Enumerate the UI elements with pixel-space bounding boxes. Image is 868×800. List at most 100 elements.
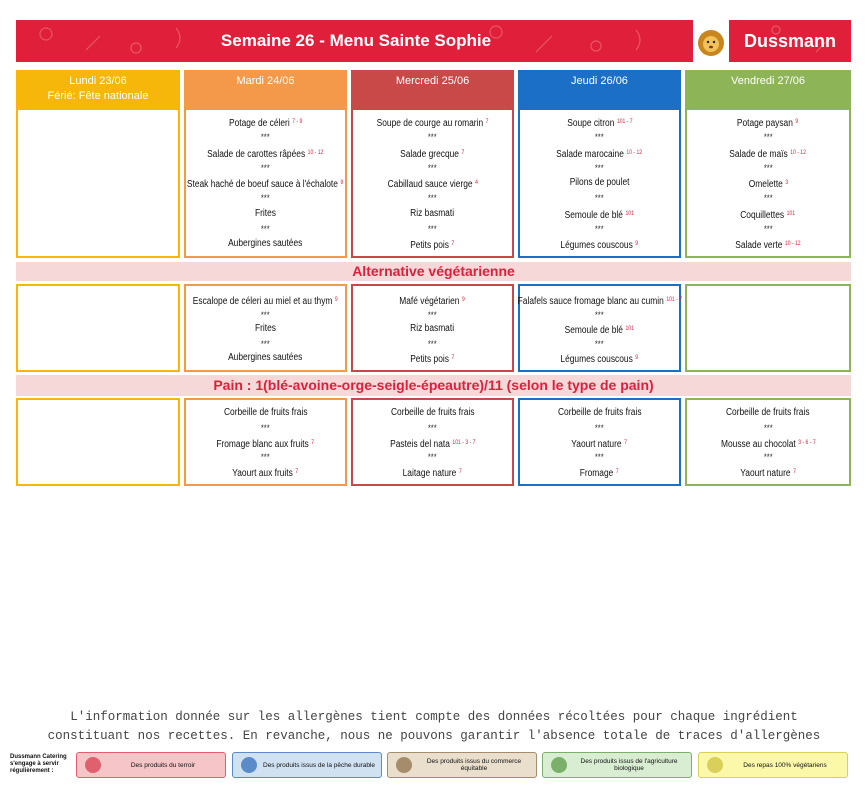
lion-logo (698, 30, 724, 56)
menu-item: Pasteis del nata 101 - 3 - 7 (353, 437, 512, 450)
legend-label: Des repas 100% végétariens (698, 752, 848, 778)
menu-cell: Potage de céleri 7 - 9 *** Salade de carott… (184, 108, 347, 258)
item-name: Omelette (748, 179, 783, 190)
menu-item: Mousse au chocolat 3 - 6 - 7 (687, 437, 849, 450)
separator: *** (186, 131, 345, 143)
brand: Dussmann (743, 31, 837, 51)
item-name: Salade grecque (400, 148, 460, 160)
item-name: Soupe de courge au romarin (376, 118, 484, 129)
menu-item: Corbeille de fruits frais (353, 407, 512, 419)
item-wrap: Salade verte 10 - 12 (735, 238, 801, 251)
allergen-codes: 7 (451, 355, 455, 361)
allergen-codes: 10 - 12 (784, 241, 801, 247)
allergen-codes: 101 (625, 210, 635, 217)
item-name: Corbeille de fruits frais (557, 407, 642, 418)
menu-cell: Soupe de courge au romarin 7 *** Salade gre… (351, 108, 514, 258)
item-wrap: Corbeille de fruits frais (391, 407, 475, 419)
item-name: Salade de maïs (729, 148, 789, 160)
separator-text: *** (261, 452, 270, 463)
banner-pattern (39, 25, 831, 54)
separator-text: *** (595, 162, 604, 173)
item-wrap: Pasteis del nata 101 - 3 - 7 (390, 437, 475, 450)
separator: *** (186, 451, 345, 463)
menu-item: Corbeille de fruits frais (520, 407, 679, 419)
item-wrap: Cabillaud sauce vierge 4 (387, 177, 477, 190)
allergen-codes: 101 (625, 326, 635, 332)
item-name: Riz basmati (410, 323, 455, 334)
item-wrap: Fromage 7 (580, 466, 619, 479)
separator: *** (520, 422, 679, 434)
menu-item: Cabillaud sauce vierge 4 (353, 177, 512, 190)
separator-text: *** (428, 193, 437, 204)
legend-label: Des produits issus de la pêche durable (232, 752, 382, 778)
vegetarian-band: Alternative végétarienne (16, 262, 851, 281)
separator-text: *** (595, 193, 604, 204)
menu-item: Potage paysan 9 (687, 116, 849, 129)
item-name: Yaourt aux fruits (232, 468, 294, 479)
separator-text: *** (595, 338, 604, 349)
day-header: Lundi 23/06 Férié: Fête nationale (16, 70, 180, 108)
separator-text: *** (428, 162, 437, 173)
allergen-codes: 3 (784, 180, 788, 186)
separator: *** (353, 131, 512, 143)
menu-cell (685, 284, 851, 372)
item-name: Soupe citron (566, 118, 614, 129)
menu-cell: Falafels sauce fromage blanc au cumin 101… (517, 284, 682, 372)
separator: *** (353, 338, 512, 350)
menu-item: Frites (186, 208, 345, 220)
menu-item: Corbeille de fruits frais (687, 407, 849, 419)
separator-text: *** (428, 422, 437, 433)
item-wrap: Salade de maïs 10 - 12 (729, 147, 807, 160)
item-wrap: Yaourt aux fruits 7 (232, 466, 299, 479)
item-name: Falafels sauce fromage blanc au cumin (517, 296, 664, 307)
logo-box (693, 20, 729, 62)
item-wrap: Mousse au chocolat 3 - 6 - 7 (721, 437, 816, 450)
allergen-codes: 3 - 6 - 7 (797, 439, 816, 446)
allergen-codes: 10 - 12 (626, 149, 643, 156)
item-name: Frites (255, 323, 276, 334)
item-wrap: Corbeille de fruits frais (558, 407, 642, 419)
item-name: Potage paysan (737, 118, 794, 129)
menu-item: Légumes couscous 9 (520, 352, 679, 365)
day-name: Lundi 23/06 (69, 75, 127, 87)
item-name: Laitage nature (402, 468, 457, 479)
item-wrap: Riz basmati (411, 208, 455, 220)
legend-icon (707, 757, 723, 773)
bread-band: Pain : 1(blé-avoine-orge-seigle-épeautre… (16, 375, 851, 396)
item-name: Coquillettes (740, 209, 785, 221)
separator-text: *** (428, 309, 437, 320)
item-wrap: Semoule de blé 101 (565, 208, 635, 221)
separator: *** (186, 162, 345, 174)
item-name: Petits pois (410, 240, 450, 251)
legend-icon (396, 757, 412, 773)
legend-label: Des produits du terroir (76, 752, 226, 778)
item-wrap: Frites (255, 208, 276, 220)
separator: *** (186, 422, 345, 434)
item-wrap: Steak haché de boeuf sauce à l'échalote 9 (187, 177, 343, 190)
allergen-codes: 9 (335, 297, 338, 303)
day-name: Mardi 24/06 (236, 75, 295, 87)
item-wrap: Escalope de céleri au miel et au thym 9 (193, 294, 338, 307)
menu-cell: Mafé végétarien 9 *** Riz basmati *** Petits … (351, 284, 514, 372)
menu-cell (16, 284, 180, 372)
allergen-codes: 7 (461, 149, 465, 156)
menu-item: Aubergines sautées (186, 352, 345, 364)
separator: *** (520, 338, 679, 350)
separator: *** (186, 192, 345, 204)
menu-item: Omelette 3 (687, 177, 849, 190)
menu-item: Yaourt nature 7 (520, 437, 679, 450)
separator: *** (520, 309, 679, 321)
separator: *** (353, 309, 512, 321)
separator: *** (687, 192, 849, 204)
allergen-codes: 9 (635, 355, 639, 361)
item-name: Salade marocaine (556, 148, 625, 160)
item-name: Petits pois (410, 354, 450, 365)
separator: *** (520, 451, 679, 463)
item-wrap: Salade de carottes râpées 10 - 12 (207, 147, 323, 160)
allergen-codes: 10 - 12 (790, 149, 807, 156)
item-wrap: Pilons de poulet (570, 177, 630, 189)
item-name: Fromage blanc aux fruits (216, 438, 310, 450)
item-wrap: Légumes couscous 9 (561, 352, 639, 365)
